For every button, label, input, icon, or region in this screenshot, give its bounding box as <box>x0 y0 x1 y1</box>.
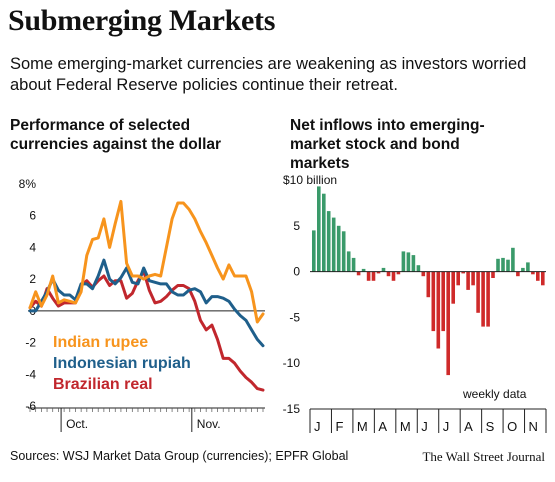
series-label-indonesian-rupiah: Indonesian rupiah <box>53 355 191 372</box>
x-tick-label: J <box>314 419 321 434</box>
bar <box>511 247 515 272</box>
bar <box>476 271 480 313</box>
y-tick-label: -6 <box>25 399 36 413</box>
bar <box>416 265 421 272</box>
bar <box>322 193 326 272</box>
bar <box>441 271 445 332</box>
y-tick-label: 0 <box>293 265 300 279</box>
weekly-data-annotation: weekly data <box>462 387 527 401</box>
bar <box>446 271 450 376</box>
y-tick-label: 5 <box>293 219 300 233</box>
y-tick-label: 6 <box>29 209 36 223</box>
x-tick-label: Oct. <box>66 417 88 431</box>
bar <box>371 271 376 281</box>
left-chart-title: Performance of selected currencies again… <box>10 117 222 153</box>
right-chart-title: Net inflows into emerging-market stock a… <box>290 117 485 172</box>
bar <box>406 252 411 272</box>
y-tick-label: -10 <box>283 356 301 370</box>
bar <box>361 268 366 272</box>
bar <box>496 258 500 272</box>
bar <box>326 211 331 272</box>
y-tick-label: 4 <box>29 240 36 254</box>
bar <box>536 271 540 281</box>
bar <box>391 271 396 281</box>
y-tick-label: $10 billion <box>283 173 337 187</box>
bar <box>336 225 341 272</box>
bar <box>516 271 520 277</box>
bar <box>331 217 336 272</box>
bar <box>426 271 431 298</box>
x-tick-label: Nov. <box>197 417 221 431</box>
x-tick-label: J <box>421 419 428 434</box>
bar <box>312 230 316 272</box>
x-tick-label: M <box>357 419 368 434</box>
bar <box>481 271 485 327</box>
page-title: Submerging Markets <box>8 4 276 37</box>
series-line-indonesian-rupiah <box>28 258 265 348</box>
bar <box>501 257 505 272</box>
bar <box>491 271 495 278</box>
publisher-credit: The Wall Street Journal <box>422 449 545 464</box>
bar <box>346 251 351 272</box>
y-tick-label: -2 <box>25 336 36 350</box>
bar <box>461 271 465 274</box>
bar <box>401 251 406 272</box>
x-tick-label: J <box>443 419 450 434</box>
y-tick-label: 2 <box>29 272 36 286</box>
series-label-brazilian-real: Brazilian real <box>53 376 153 393</box>
x-tick-label: N <box>529 419 538 434</box>
bar <box>436 271 441 349</box>
y-tick-label: -4 <box>25 367 36 381</box>
x-tick-label: A <box>378 419 387 434</box>
bar <box>366 271 371 281</box>
series-line-brazilian-real <box>28 269 265 392</box>
x-tick-label: F <box>335 419 343 434</box>
bar <box>351 257 356 272</box>
y-tick-label: 8% <box>19 177 37 191</box>
bar <box>486 271 490 327</box>
bar <box>411 255 416 272</box>
x-tick-label: M <box>400 419 411 434</box>
x-tick-label: A <box>464 419 473 434</box>
bar <box>456 271 460 286</box>
bar <box>506 259 510 272</box>
sources-note: Sources: WSJ Market Data Group (currenci… <box>10 449 349 463</box>
bar <box>381 267 386 272</box>
bar <box>376 271 381 274</box>
bar <box>451 271 455 304</box>
bar <box>386 271 391 277</box>
series-line-indian-rupee <box>28 199 265 324</box>
bar <box>531 271 535 275</box>
bar <box>356 271 361 276</box>
page-subtitle: Some emerging-market currencies are weak… <box>10 55 527 94</box>
x-tick-label: O <box>507 419 517 434</box>
y-tick-label: -5 <box>289 310 300 324</box>
bar <box>526 262 530 272</box>
bar <box>421 271 426 277</box>
bar <box>317 186 321 272</box>
x-tick-label: S <box>486 419 495 434</box>
series-label-indian-rupee: Indian rupee <box>53 334 148 351</box>
bar <box>431 271 436 332</box>
bar <box>471 271 475 286</box>
bar <box>466 271 470 290</box>
bar <box>341 231 346 272</box>
bar <box>396 271 401 275</box>
bar <box>521 267 525 272</box>
y-tick-label: -15 <box>283 402 301 416</box>
bar <box>541 271 545 286</box>
